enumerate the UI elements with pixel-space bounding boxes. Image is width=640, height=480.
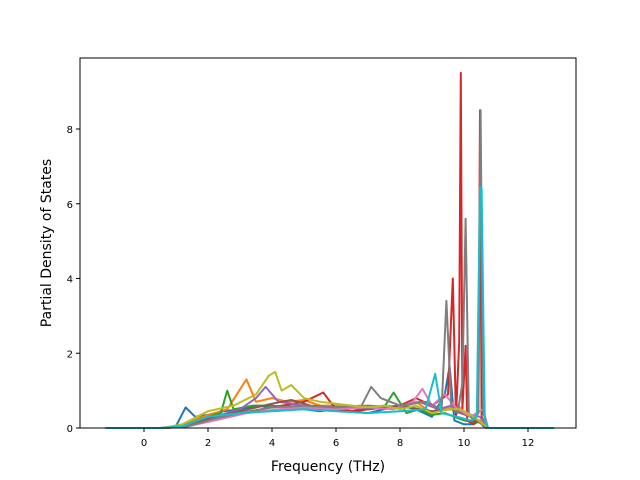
y-tick-label: 2: [67, 349, 73, 360]
series-layer: [105, 71, 554, 429]
y-tick-label: 0: [67, 424, 73, 435]
x-tick-label: 10: [458, 438, 471, 449]
y-axis: 0 2 4 6 8: [67, 125, 80, 435]
x-tick-label: 6: [333, 438, 339, 449]
y-tick-label: 6: [67, 200, 73, 211]
x-tick-label: 12: [522, 438, 535, 449]
x-axis-label: Frequency (THz): [271, 459, 385, 475]
y-axis-label: Partial Density of States: [39, 159, 55, 327]
x-tick-label: 2: [205, 438, 211, 449]
series-line-10: [105, 185, 554, 429]
y-tick-label: 4: [67, 275, 73, 286]
x-tick-label: 0: [141, 438, 147, 449]
plot-frame: [79, 57, 577, 429]
x-tick-label: 4: [269, 438, 275, 449]
y-tick-label: 8: [67, 125, 73, 136]
x-tick-label: 8: [397, 438, 403, 449]
x-axis: 0 2 4 6 8 10 12: [141, 428, 535, 449]
series-line-9: [105, 370, 554, 429]
